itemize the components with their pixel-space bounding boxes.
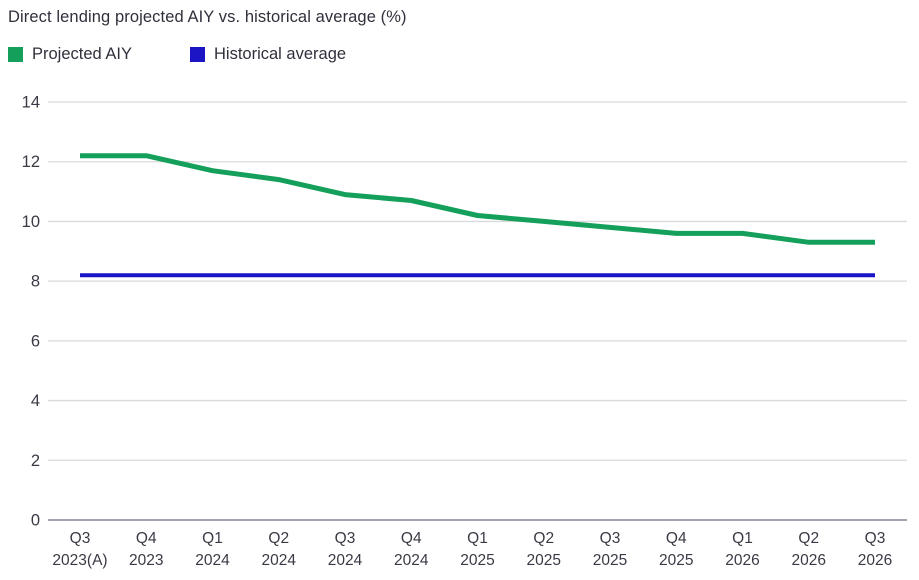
legend-swatch-icon [189,47,205,62]
y-tick-label: 0 [31,512,40,530]
x-tick-label-year: 2024 [328,552,363,569]
x-tick-label-year: 2024 [394,552,429,569]
legend-item-historical-average: Historical average [189,45,347,64]
legend-label: Historical average [213,45,347,63]
x-tick-label-year: 2024 [195,552,230,569]
x-tick-label-quarter: Q3 [335,530,356,547]
x-tick-label-quarter: Q1 [732,530,753,547]
y-tick-label: 12 [22,153,40,171]
x-tick-label-year: 2025 [460,552,494,569]
x-tick-label-year: 2026 [725,552,759,569]
x-tick-label-quarter: Q1 [467,530,488,547]
legend-item-projected-aiy: Projected AIY [8,45,132,64]
x-tick-label-year: 2023(A) [52,552,107,569]
projected-aiy-line [80,153,875,245]
x-tick-label-quarter: Q3 [600,530,621,547]
legend-swatch-icon [8,47,23,62]
x-tick-label-year: 2025 [593,552,627,569]
y-tick-label: 4 [31,392,40,410]
x-tick-label-year: 2026 [858,552,892,569]
x-tick-label-year: 2025 [659,552,693,569]
y-tick-label: 14 [22,94,40,112]
x-tick-label-quarter: Q4 [401,530,422,547]
x-tick-label-quarter: Q4 [666,530,687,547]
y-tick-label: 10 [22,213,40,231]
x-tick-label-quarter: Q4 [136,530,157,547]
y-tick-label: 8 [31,273,40,291]
legend-label: Projected AIY [32,45,132,63]
x-tick-label-year: 2024 [262,552,297,569]
y-tick-label: 6 [31,332,40,350]
chart-legend: Projected AIY Historical average [8,45,346,64]
x-tick-label-year: 2023 [129,552,163,569]
x-tick-label-quarter: Q1 [202,530,223,547]
x-tick-label-year: 2025 [527,552,561,569]
x-tick-label-quarter: Q3 [70,530,91,547]
x-tick-label-quarter: Q2 [268,530,289,547]
y-tick-label: 2 [31,452,40,470]
x-tick-label-quarter: Q3 [865,530,886,547]
x-tick-label-year: 2026 [792,552,826,569]
chart-title: Direct lending projected AIY vs. histori… [8,8,407,26]
x-tick-label-quarter: Q2 [798,530,819,547]
x-tick-label-quarter: Q2 [533,530,554,547]
